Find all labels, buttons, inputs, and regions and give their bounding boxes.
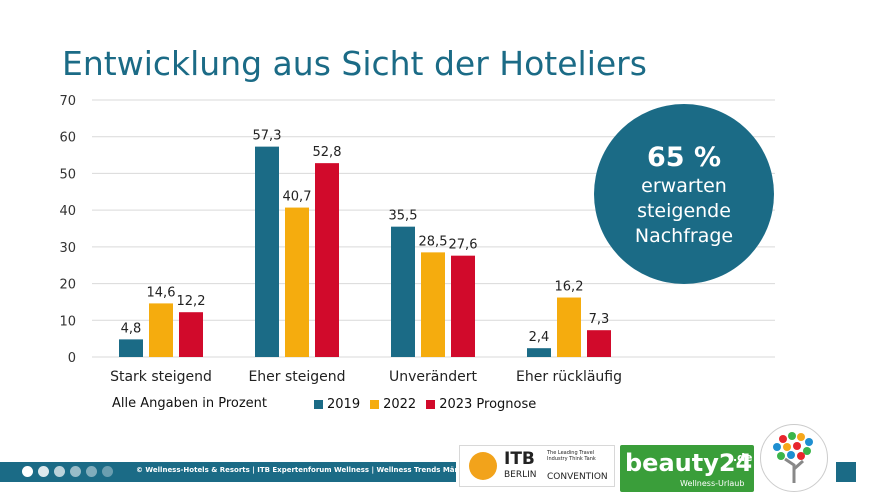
footer-dot xyxy=(38,466,49,477)
chart-bars xyxy=(119,146,611,357)
y-tick-label: 10 xyxy=(59,314,76,329)
bar-2022-1 xyxy=(285,207,309,357)
legend-item-2023: 2023 Prognose xyxy=(426,397,536,412)
bar-2022-2 xyxy=(421,252,445,357)
wellness-tree-logo xyxy=(760,424,828,492)
bar-2023-prognose-1 xyxy=(315,163,339,357)
footer-dot xyxy=(54,466,65,477)
x-category-label: Unverändert xyxy=(389,369,477,385)
footer-bar xyxy=(0,462,456,482)
legend-label-2022: 2022 xyxy=(383,397,417,412)
data-label: 7,3 xyxy=(589,312,610,327)
bar-2019-0 xyxy=(119,339,143,357)
legend-label-2019: 2019 xyxy=(327,397,361,412)
beauty24-subtitle: Wellness-Urlaub xyxy=(680,479,745,488)
footer-dot xyxy=(70,466,81,477)
itb-tagline: The Leading Travel Industry Think Tank xyxy=(547,450,596,462)
legend-label-2023: 2023 Prognose xyxy=(439,397,537,412)
y-tick-label: 0 xyxy=(68,351,76,366)
page-title: Entwicklung aus Sicht der Hoteliers xyxy=(62,44,647,83)
data-label: 28,5 xyxy=(419,234,448,249)
bar-2019-1 xyxy=(255,146,279,357)
globe-icon xyxy=(469,452,497,480)
y-tick-label: 70 xyxy=(59,94,76,109)
y-tick-label: 40 xyxy=(59,204,76,219)
bar-2022-0 xyxy=(149,303,173,357)
beauty24-wordmark: beauty24 xyxy=(625,449,753,477)
bar-2022-3 xyxy=(557,297,581,357)
highlight-badge: 65 % erwarten steigende Nachfrage xyxy=(594,104,774,284)
itb-city: BERLIN xyxy=(504,470,537,480)
data-label: 35,5 xyxy=(389,209,418,224)
y-tick-label: 50 xyxy=(59,167,76,182)
x-category-label: Stark steigend xyxy=(110,369,212,385)
legend-item-2022: 2022 xyxy=(370,397,416,412)
footer-dots xyxy=(22,466,118,477)
footer-dot xyxy=(102,466,113,477)
footer-copyright: © Wellness-Hotels & Resorts | ITB Expert… xyxy=(136,466,484,474)
legend-item-2019: 2019 xyxy=(314,397,360,412)
itb-logo: ITB BERLIN The Leading Travel Industry T… xyxy=(459,445,615,487)
y-axis-ticks: 0 10 20 30 40 50 60 70 xyxy=(59,94,76,366)
y-tick-label: 30 xyxy=(59,241,76,256)
bar-2023-prognose-3 xyxy=(587,330,611,357)
legend-swatch-2023 xyxy=(426,400,436,409)
data-label: 52,8 xyxy=(313,145,342,160)
data-label: 14,6 xyxy=(147,285,176,300)
legend-swatch-2019 xyxy=(314,400,323,409)
badge-line-2: steigende xyxy=(637,200,731,222)
data-label: 4,8 xyxy=(121,321,142,336)
itb-convention: CONVENTION xyxy=(547,472,608,482)
y-tick-label: 20 xyxy=(59,278,76,293)
beauty24-logo: beauty24 .de Wellness-Urlaub xyxy=(620,445,754,492)
data-label: 16,2 xyxy=(555,280,584,295)
badge-line-1: erwarten xyxy=(641,175,727,197)
data-label: 12,2 xyxy=(177,294,206,309)
data-labels: 4,8 14,612,2 57,3 40,7 52,8 35,528,5 27,6 2,4 16… xyxy=(121,129,610,346)
x-category-label: Eher steigend xyxy=(248,369,345,385)
x-category-label: Eher rückläufig xyxy=(516,369,622,385)
chart-legend: 2019 2022 2023 Prognose xyxy=(314,397,546,412)
data-label: 57,3 xyxy=(253,129,282,144)
footer-bar-right xyxy=(836,462,856,482)
tree-icon xyxy=(773,432,813,483)
bar-2019-3 xyxy=(527,348,551,357)
beauty24-tld: .de xyxy=(733,451,753,464)
footer-dot xyxy=(86,466,97,477)
data-label: 2,4 xyxy=(529,330,550,345)
units-note: Alle Angaben in Prozent xyxy=(112,396,267,411)
data-label: 27,6 xyxy=(449,238,478,253)
badge-line-3: Nachfrage xyxy=(634,225,734,247)
y-tick-label: 60 xyxy=(59,131,76,146)
bar-2023-prognose-0 xyxy=(179,312,203,357)
itb-wordmark: ITB xyxy=(504,449,535,469)
data-label: 40,7 xyxy=(283,190,312,205)
bar-2023-prognose-2 xyxy=(451,255,475,357)
footer-dot xyxy=(22,466,33,477)
x-axis-categories: Stark steigend Eher steigend Unverändert Eh… xyxy=(110,369,622,385)
badge-percent: 65 % xyxy=(646,142,722,173)
legend-swatch-2022 xyxy=(370,400,380,409)
bar-2019-2 xyxy=(391,226,415,357)
